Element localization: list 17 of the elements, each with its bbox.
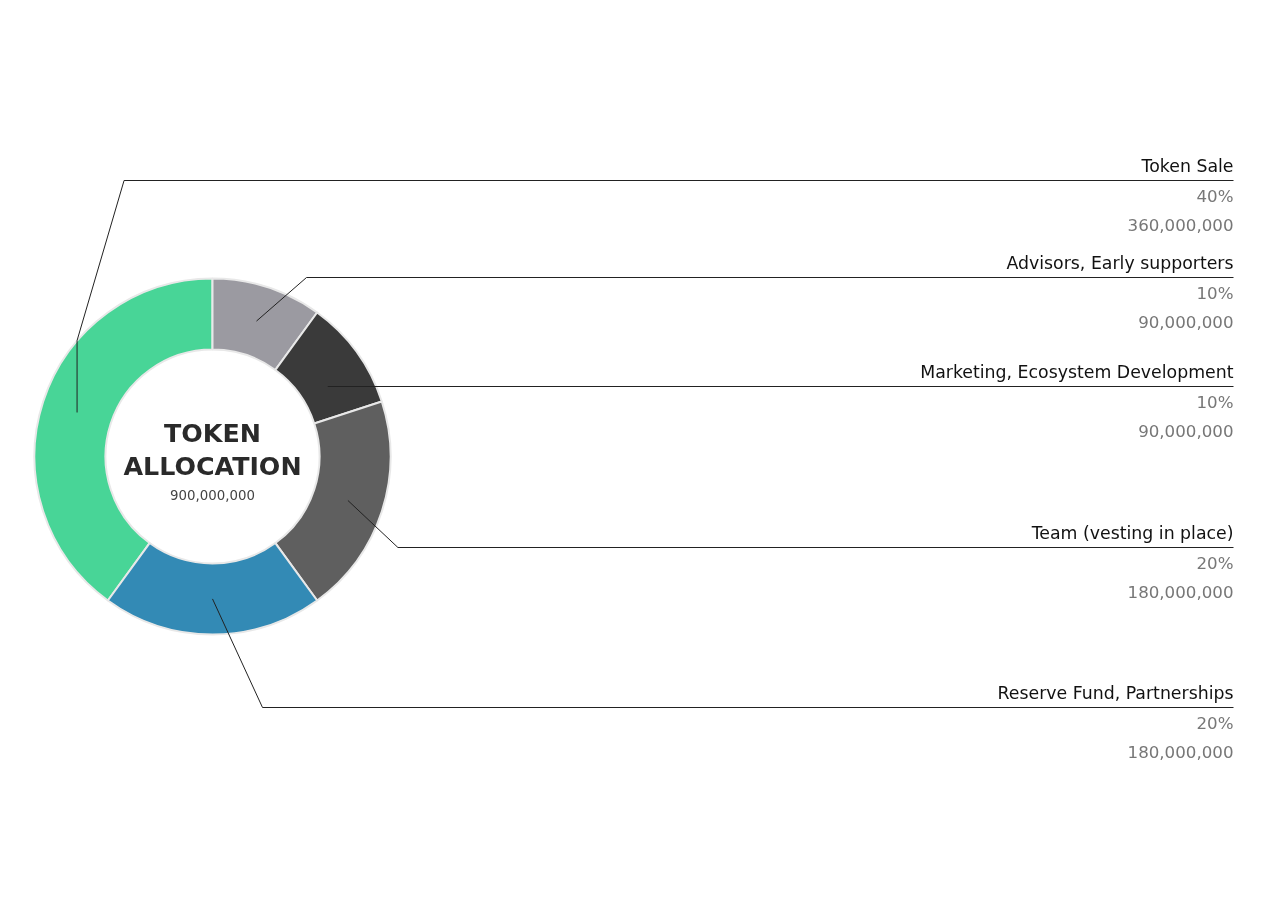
text: 900,000,000: [170, 487, 255, 503]
text: 90,000,000: [1138, 312, 1234, 332]
slice-label: Reserve Fund, Partnerships: [997, 682, 1234, 703]
slice-label: Marketing, Ecosystem Development: [920, 361, 1234, 382]
slice-label: Token Sale: [1140, 155, 1234, 176]
text: 90,000,000: [1138, 421, 1234, 441]
text: 180,000,000: [1127, 582, 1234, 602]
text: TOKEN ALLOCATION: [123, 417, 302, 481]
text: 180,000,000: [1127, 742, 1234, 762]
data-label: 40%: [1196, 187, 1234, 206]
data-label: 20%: [1196, 554, 1234, 573]
slice-label: Advisors, Early supporters: [1006, 252, 1234, 273]
data-label: 10%: [1196, 393, 1234, 412]
text: 360,000,000: [1127, 215, 1234, 235]
data-label: 20%: [1196, 714, 1234, 733]
slice-label: Team (vesting in place): [1030, 522, 1234, 543]
data-label: 10%: [1196, 284, 1234, 303]
